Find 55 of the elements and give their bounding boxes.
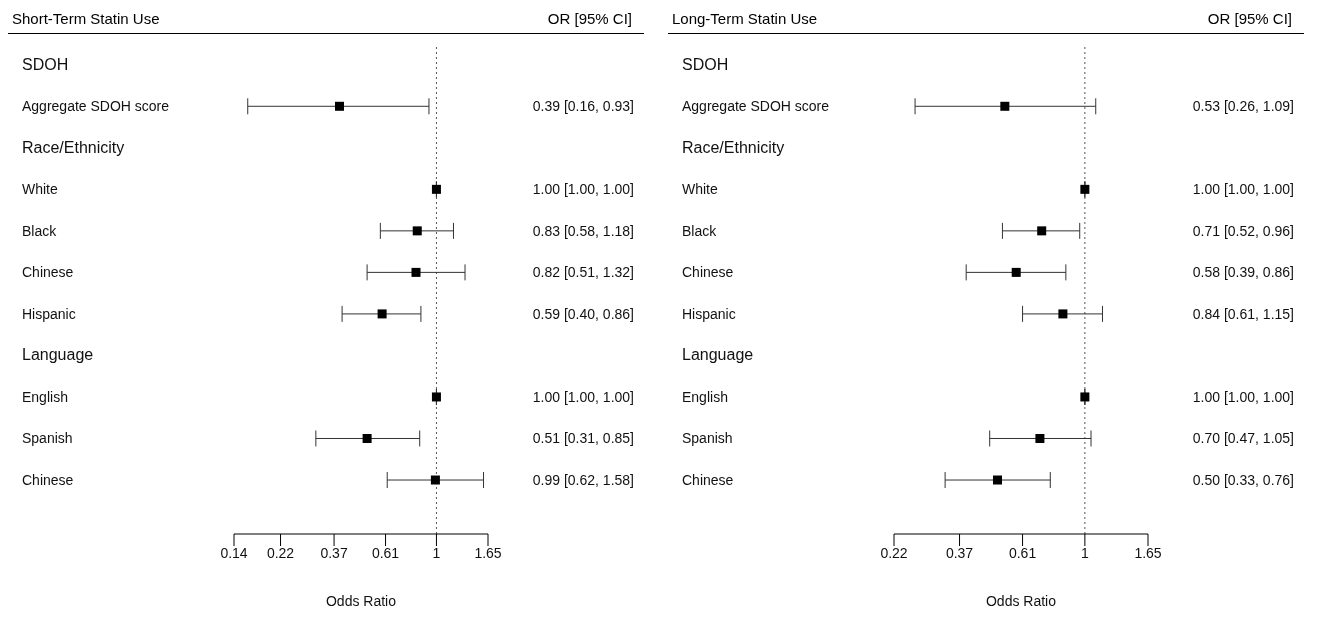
- data-label: 0.70 [0.47, 1.05]: [1192, 430, 1294, 447]
- x-tick-label: 1: [1080, 544, 1089, 561]
- data-label: 0.53 [0.26, 1.09]: [1192, 98, 1294, 115]
- y-tick-label: Spanish: [22, 430, 73, 447]
- x-axis-title: Odds Ratio: [325, 593, 397, 609]
- data-label: 0.50 [0.33, 0.76]: [1192, 472, 1294, 489]
- y-tick-label: Black: [682, 222, 718, 239]
- text: OR [95% CI]: [547, 10, 632, 27]
- y-tick-label: Race/Ethnicity: [682, 138, 785, 156]
- x-tick-label: 0.61: [1008, 544, 1037, 561]
- y-tick-label: Language: [22, 346, 94, 364]
- y-tick-label: Hispanic: [682, 305, 736, 322]
- y-tick-label: SDOH: [22, 55, 69, 73]
- y-tick-label: English: [22, 388, 68, 405]
- y-tick-label: Language: [682, 346, 754, 364]
- y-tick-label: English: [682, 388, 728, 405]
- y-tick-label: White: [682, 181, 718, 198]
- data-label: 0.39 [0.16, 0.93]: [532, 98, 634, 115]
- y-tick-label: Race/Ethnicity: [22, 138, 125, 156]
- x-tick-label: 0.37: [320, 544, 348, 561]
- y-tick-label: Aggregate SDOH score: [22, 98, 170, 115]
- x-tick-label: 0.37: [945, 544, 974, 561]
- data-label: 1.00 [1.00, 1.00]: [1192, 388, 1294, 405]
- x-tick-label: 1: [432, 544, 441, 561]
- y-tick-label: Hispanic: [22, 305, 76, 322]
- data-label: 1.00 [1.00, 1.00]: [532, 181, 634, 198]
- data-label: 1.00 [1.00, 1.00]: [532, 388, 634, 405]
- text: Long-Term Statin Use: [672, 10, 818, 27]
- y-tick-label: Black: [22, 222, 58, 239]
- data-label: 0.59 [0.40, 0.86]: [532, 305, 634, 322]
- x-axis-title: Odds Ratio: [985, 593, 1057, 609]
- x-tick-label: 1.65: [474, 544, 502, 561]
- data-label: 0.84 [0.61, 1.15]: [1192, 305, 1294, 322]
- y-tick-label: Chinese: [22, 264, 74, 281]
- data-label: 0.83 [0.58, 1.18]: [532, 222, 634, 239]
- y-tick-label: Chinese: [22, 472, 74, 489]
- data-label: 0.51 [0.31, 0.85]: [532, 430, 634, 447]
- y-tick-label: Chinese: [682, 264, 734, 281]
- y-tick-label: Chinese: [682, 472, 734, 489]
- x-tick-label: 0.22: [880, 544, 908, 561]
- y-tick-label: White: [22, 181, 58, 198]
- data-label: 0.82 [0.51, 1.32]: [532, 264, 634, 281]
- y-tick-label: SDOH: [682, 55, 729, 73]
- text: OR [95% CI]: [1207, 10, 1292, 27]
- y-tick-label: Spanish: [682, 430, 733, 447]
- text: Short-Term Statin Use: [12, 10, 160, 27]
- data-label: 0.71 [0.52, 0.96]: [1192, 222, 1294, 239]
- x-tick-label: 0.22: [266, 544, 295, 561]
- x-tick-label: 1.65: [1134, 544, 1162, 561]
- y-tick-label: Aggregate SDOH score: [682, 98, 830, 115]
- x-tick-label: 0.14: [220, 544, 248, 561]
- data-label: 1.00 [1.00, 1.00]: [1192, 181, 1294, 198]
- data-label: 0.58 [0.39, 0.86]: [1192, 264, 1294, 281]
- data-label: 0.99 [0.62, 1.58]: [532, 472, 634, 489]
- x-tick-label: 0.61: [371, 544, 400, 561]
